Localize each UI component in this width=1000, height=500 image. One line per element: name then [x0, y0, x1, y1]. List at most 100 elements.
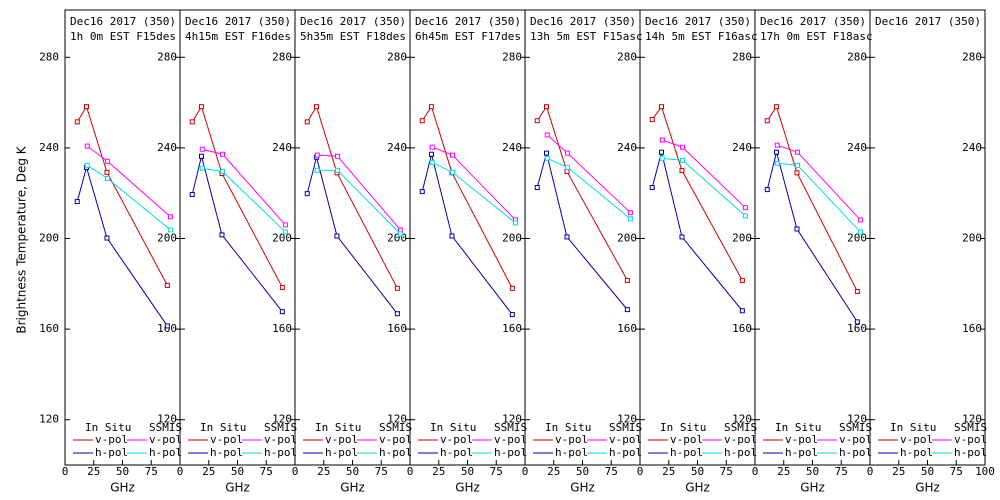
point-marker: [199, 153, 205, 159]
point-marker: [167, 214, 173, 220]
point-marker: [509, 312, 515, 318]
point-marker: [544, 132, 550, 138]
legend-label: h-pol: [724, 446, 757, 459]
point-marker: [659, 104, 665, 110]
point-marker: [397, 227, 403, 233]
x-tick-label: 50: [116, 465, 129, 478]
x-tick-label: 50: [231, 465, 244, 478]
x-tick-label: 50: [806, 465, 819, 478]
point-marker: [649, 117, 655, 123]
y-tick-label: 280: [847, 50, 867, 63]
legend-title: In Situ: [660, 421, 706, 434]
y-tick-label: 280: [272, 50, 292, 63]
panel-title: Dec16 2017 (350): [300, 15, 406, 28]
legend-title: In Situ: [545, 421, 591, 434]
x-tick-label: 75: [950, 465, 963, 478]
point-marker: [774, 142, 780, 148]
point-marker: [450, 152, 456, 158]
x-tick-label: 0: [407, 465, 414, 478]
x-tick-label: 50: [461, 465, 474, 478]
y-tick-label: 240: [847, 141, 867, 154]
y-tick-label: 240: [39, 141, 59, 154]
y-tick-label: 240: [617, 141, 637, 154]
legend-label: v-pol: [379, 433, 412, 446]
point-marker: [774, 160, 780, 166]
point-marker: [335, 153, 341, 159]
x-tick-label: 0: [752, 465, 759, 478]
panel-subtitle: 1h 0m EST F15des: [70, 30, 176, 43]
point-marker: [304, 191, 310, 197]
x-tick-label: 75: [145, 465, 158, 478]
legend-label: v-pol: [954, 433, 987, 446]
point-marker: [680, 144, 686, 150]
x-tick-label: 0: [62, 465, 69, 478]
x-tick-label: 0: [867, 465, 874, 478]
panel-title: Dec16 2017 (350): [185, 15, 291, 28]
y-tick-label: 280: [732, 50, 752, 63]
point-marker: [220, 168, 226, 174]
y-tick-label: 200: [387, 232, 407, 245]
y-tick-label: 240: [387, 141, 407, 154]
panel-subtitle: 5h35m EST F18des: [300, 30, 406, 43]
panel-title: Dec16 2017 (350): [415, 15, 521, 28]
x-tick-label: 50: [691, 465, 704, 478]
point-marker: [450, 169, 456, 175]
y-tick-label: 160: [617, 322, 637, 335]
point-marker: [334, 233, 340, 239]
point-marker: [795, 162, 801, 168]
legend-label: v-pol: [839, 433, 872, 446]
point-marker: [774, 149, 780, 155]
point-marker: [564, 168, 570, 174]
point-marker: [189, 192, 195, 198]
series-line: [766, 152, 858, 323]
point-marker: [105, 175, 111, 181]
point-marker: [854, 319, 860, 325]
point-marker: [394, 285, 400, 291]
x-tick-label: 50: [576, 465, 589, 478]
point-marker: [104, 235, 110, 241]
y-tick-label: 160: [732, 322, 752, 335]
y-tick-label: 120: [502, 413, 522, 426]
y-tick-label: 200: [157, 232, 177, 245]
y-tick-label: 200: [272, 232, 292, 245]
y-tick-label: 240: [962, 141, 982, 154]
y-tick-label: 200: [39, 232, 59, 245]
legend-title: In Situ: [200, 421, 246, 434]
legend-label: v-pol: [494, 433, 527, 446]
y-tick-label: 200: [847, 232, 867, 245]
legend-label: v-pol: [95, 433, 128, 446]
point-marker: [314, 104, 320, 110]
legend-label: h-pol: [555, 446, 588, 459]
legend-title: SSMIS: [264, 421, 297, 434]
y-tick-label: 200: [502, 232, 522, 245]
x-tick-label: 100: [975, 465, 995, 478]
point-marker: [857, 229, 863, 235]
point-marker: [84, 162, 90, 168]
point-marker: [105, 158, 111, 164]
point-marker: [449, 233, 455, 239]
series-line: [421, 105, 513, 289]
legend-label: h-pol: [95, 446, 128, 459]
panel: Dec16 2017 (350) 6h45m EST F17des GHz 120 16…: [407, 9, 527, 495]
panel-subtitle: 14h 5m EST F16asc: [645, 30, 758, 43]
point-marker: [429, 144, 435, 150]
legend-title: SSMIS: [839, 421, 872, 434]
point-marker: [564, 234, 570, 240]
y-tick-label: 120: [157, 413, 177, 426]
point-marker: [279, 284, 285, 290]
point-marker: [679, 168, 685, 174]
x-axis-label: GHz: [225, 481, 250, 495]
point-marker: [544, 150, 550, 156]
point-marker: [739, 277, 745, 283]
point-marker: [544, 104, 550, 110]
legend-label: v-pol: [440, 433, 473, 446]
x-axis-label: GHz: [570, 481, 595, 495]
x-tick-label: 75: [375, 465, 388, 478]
x-axis-label: GHz: [685, 481, 710, 495]
legend-title: In Situ: [890, 421, 936, 434]
y-tick-label: 120: [847, 413, 867, 426]
legend-label: h-pol: [670, 446, 703, 459]
panel: Dec16 2017 (350) 17h 0m EST F18asc GHz 120 1…: [752, 9, 873, 495]
legend-label: h-pol: [210, 446, 243, 459]
point-marker: [74, 119, 80, 125]
